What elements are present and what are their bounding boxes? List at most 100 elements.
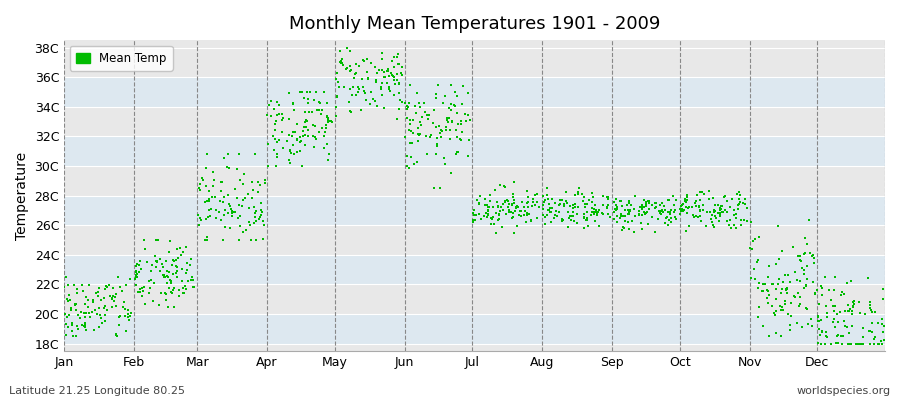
Point [283, 148, 297, 154]
Point [731, 201, 745, 208]
Point [811, 326, 825, 333]
Point [286, 142, 301, 148]
Point [734, 222, 749, 228]
Point [138, 246, 152, 252]
Point [217, 194, 231, 200]
Point [778, 271, 792, 278]
Point [706, 207, 721, 213]
Point [437, 92, 452, 99]
Point [627, 193, 642, 199]
Point [220, 164, 234, 170]
Point [547, 212, 562, 218]
Point [431, 81, 446, 88]
Point [176, 266, 190, 272]
Point [315, 125, 329, 132]
Point [521, 199, 535, 206]
Point [406, 130, 420, 136]
Point [648, 204, 662, 211]
Bar [64, 196, 885, 225]
Point [465, 219, 480, 225]
Point [557, 201, 572, 208]
Point [648, 229, 662, 235]
Point [437, 161, 452, 167]
Point [160, 280, 175, 286]
Point [610, 219, 625, 225]
Point [810, 287, 824, 293]
Point [322, 150, 337, 157]
Point [268, 126, 283, 133]
Point [199, 237, 213, 243]
Point [246, 187, 260, 193]
Point [706, 222, 720, 228]
Point [320, 117, 335, 123]
Point [221, 192, 236, 198]
Point [248, 237, 263, 243]
Point [845, 322, 859, 329]
Point [863, 328, 878, 334]
Point [215, 199, 230, 206]
Point [454, 129, 469, 135]
Point [360, 56, 374, 62]
Point [98, 303, 112, 309]
Point [673, 211, 688, 217]
Point [577, 214, 591, 220]
Point [792, 303, 806, 310]
Point [433, 130, 447, 136]
Point [800, 262, 814, 269]
Point [500, 204, 515, 211]
Point [691, 203, 706, 209]
Point [232, 176, 247, 183]
Point [82, 310, 96, 317]
Point [429, 95, 444, 102]
Point [547, 214, 562, 221]
Point [161, 268, 176, 275]
Point [354, 107, 368, 114]
Point [799, 282, 814, 288]
Point [694, 218, 708, 224]
Point [86, 327, 101, 333]
Point [498, 199, 512, 206]
Point [287, 107, 302, 113]
Point [738, 200, 752, 207]
Point [313, 111, 328, 118]
Point [199, 216, 213, 222]
Point [113, 284, 128, 290]
Point [696, 202, 710, 208]
Point [361, 76, 375, 82]
Point [357, 90, 372, 96]
Point [442, 104, 456, 111]
Point [574, 190, 589, 197]
Point [406, 130, 420, 136]
Point [282, 157, 296, 163]
Point [491, 203, 505, 210]
Point [662, 208, 676, 215]
Point [410, 131, 425, 138]
Point [761, 300, 776, 306]
Bar [64, 284, 885, 314]
Point [491, 212, 506, 218]
Point [398, 100, 412, 107]
Point [876, 285, 890, 292]
Point [149, 237, 164, 243]
Point [151, 237, 166, 243]
Point [803, 250, 817, 256]
Point [129, 274, 143, 280]
Point [435, 127, 449, 134]
Point [261, 141, 275, 148]
Point [692, 189, 706, 196]
Point [786, 244, 800, 250]
Point [506, 210, 520, 216]
Point [427, 106, 441, 113]
Point [818, 340, 832, 347]
Point [179, 286, 194, 292]
Point [662, 217, 676, 224]
Point [820, 333, 834, 340]
Point [828, 274, 842, 280]
Point [395, 72, 410, 78]
Point [109, 291, 123, 297]
Point [290, 136, 304, 142]
Point [349, 70, 364, 76]
Point [842, 308, 856, 314]
Point [417, 100, 431, 106]
Point [307, 144, 321, 150]
